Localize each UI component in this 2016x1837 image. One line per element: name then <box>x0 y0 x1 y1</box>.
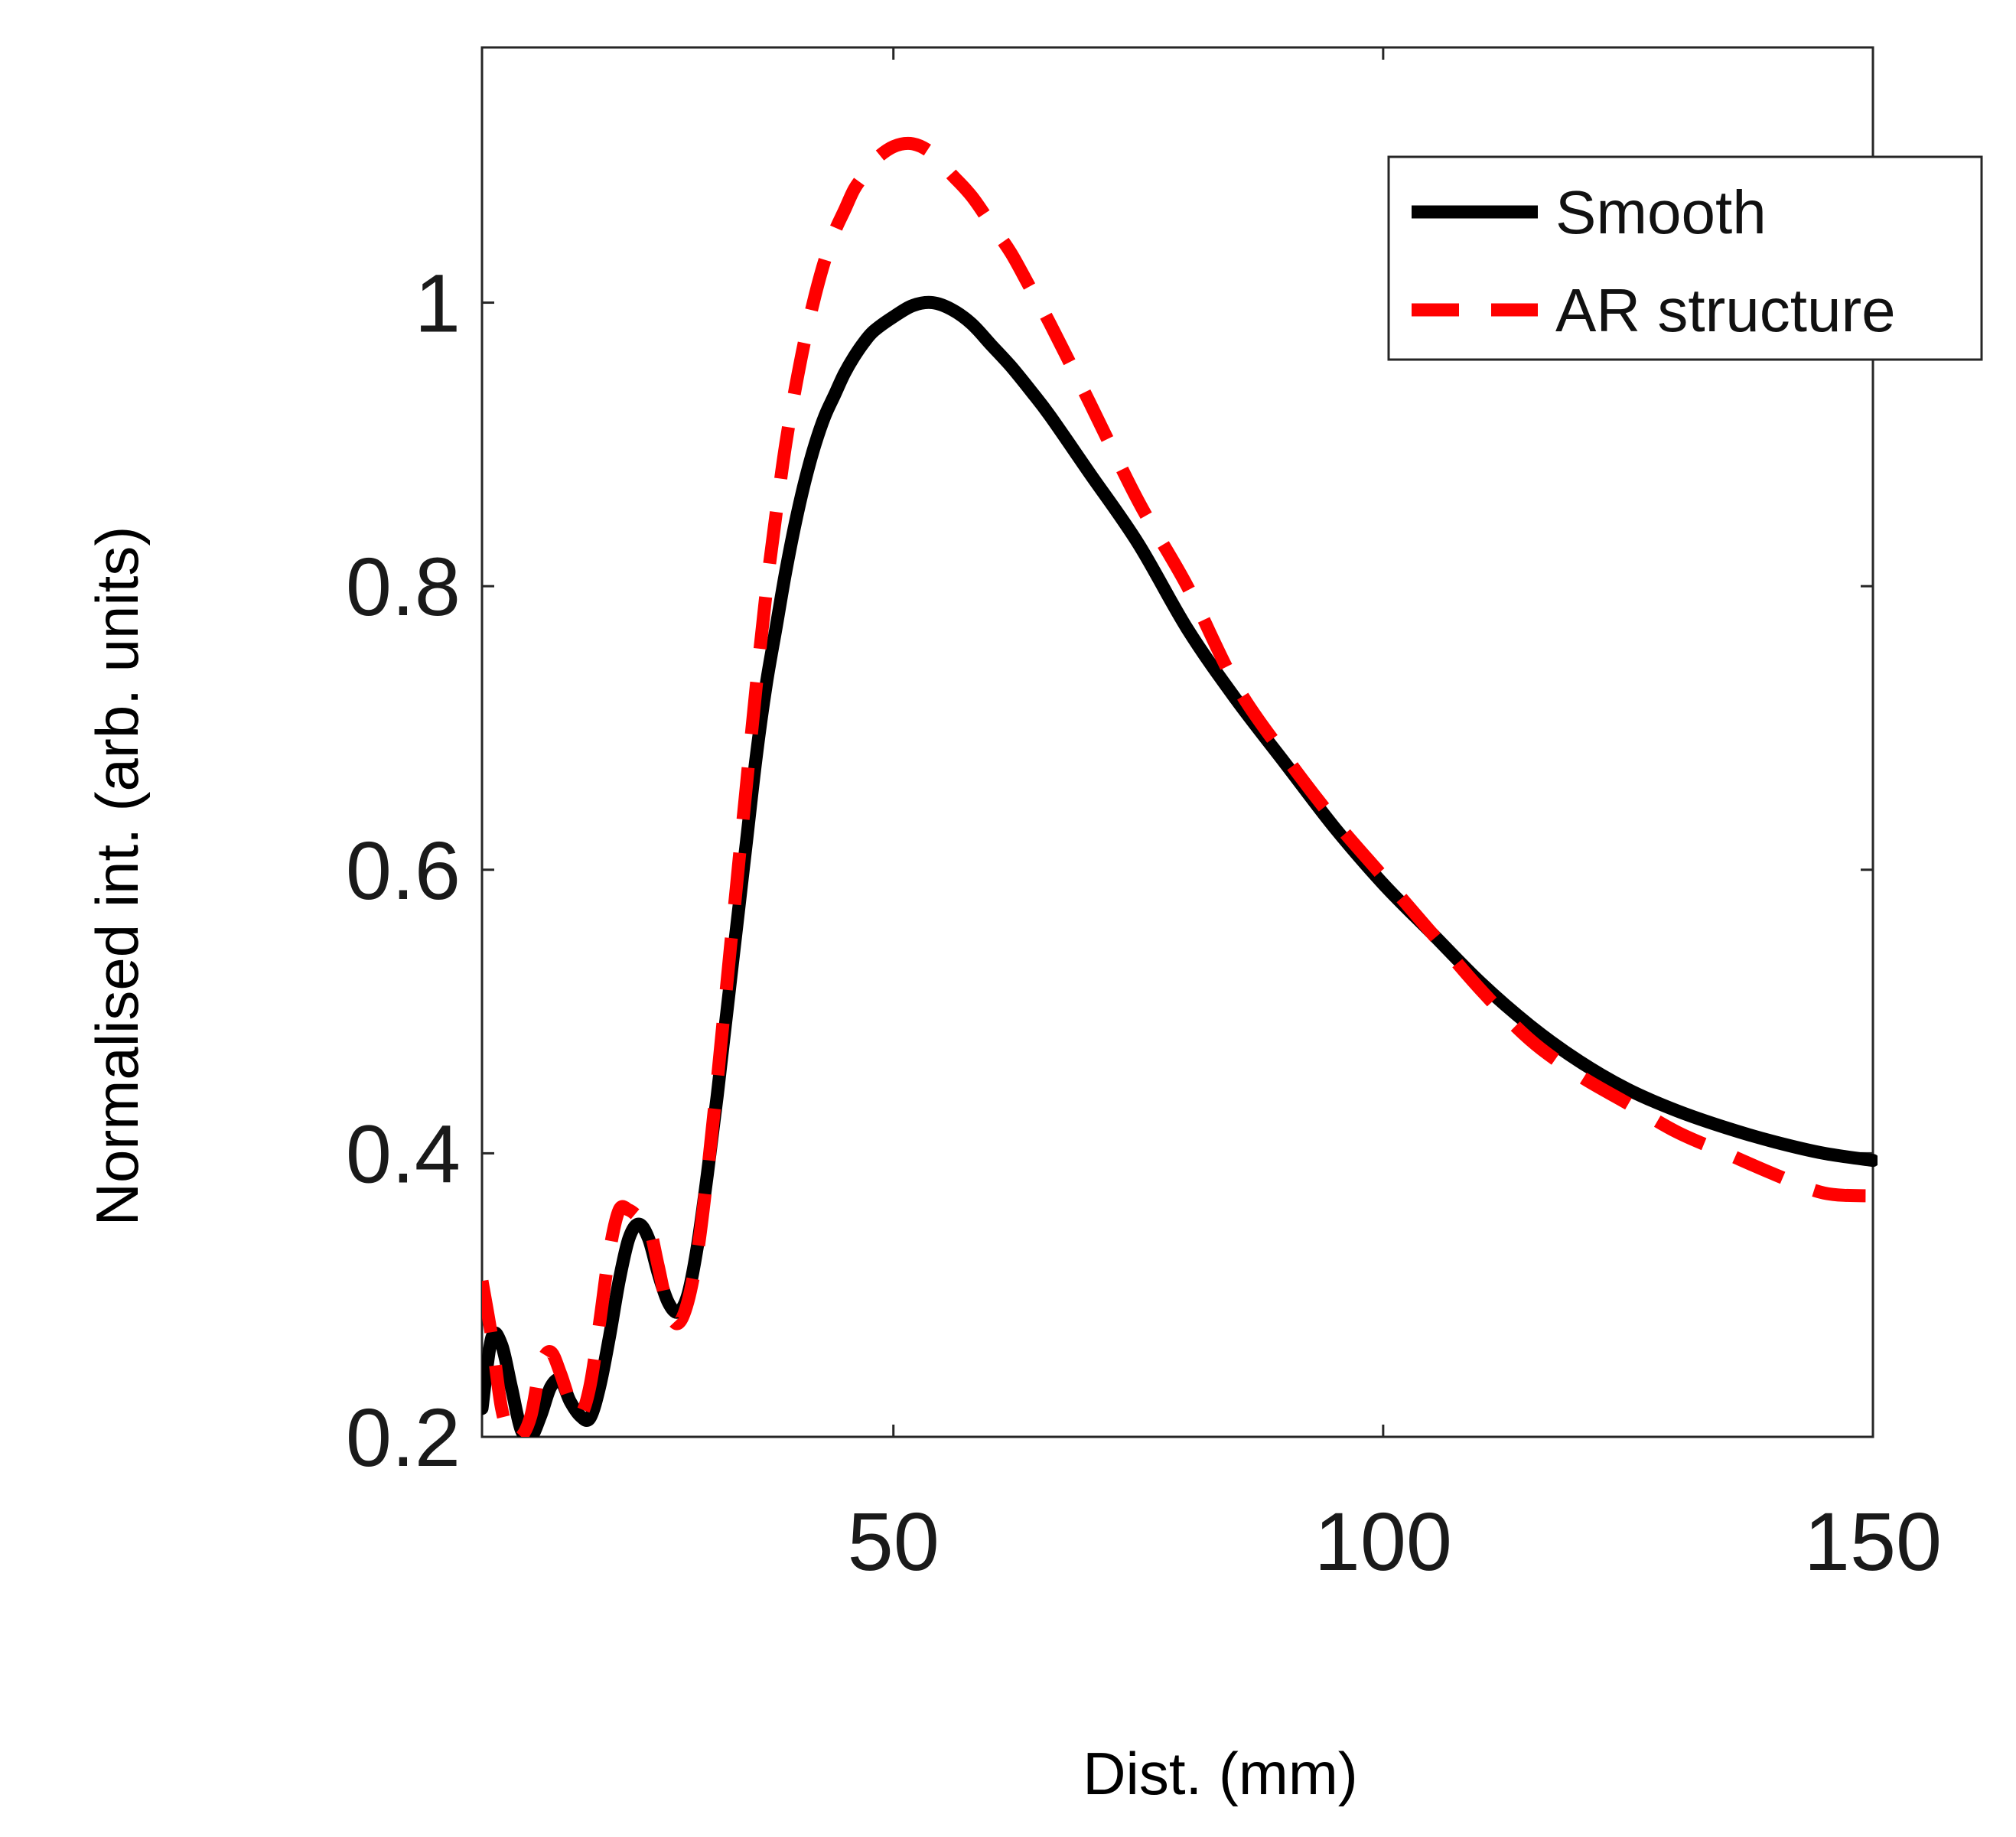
legend: Smooth AR structure <box>1387 155 1983 361</box>
series-line-smooth <box>482 295 1878 1437</box>
legend-label: Smooth <box>1555 178 1767 246</box>
x-tick-label: 150 <box>1804 1495 1942 1588</box>
y-tick-label: 0.2 <box>346 1391 461 1484</box>
plot-frame <box>480 46 1874 1438</box>
y-tick-label: 1 <box>415 257 461 350</box>
y-tick-label: 0.6 <box>346 824 461 917</box>
y-tick-label: 0.4 <box>346 1107 461 1200</box>
y-axis-label: Normalised int. (arb. units) <box>83 526 151 1226</box>
y-tick-label: 0.8 <box>346 540 461 633</box>
legend-box <box>1387 155 1983 361</box>
x-tick-label: 50 <box>848 1495 940 1588</box>
series-line-ar-structure <box>482 136 1874 1437</box>
legend-label: AR structure <box>1555 276 1896 344</box>
x-tick-label: 100 <box>1314 1495 1452 1588</box>
series-layer <box>482 136 1878 1437</box>
x-axis-label: Dist. (mm) <box>1083 1740 1358 1807</box>
